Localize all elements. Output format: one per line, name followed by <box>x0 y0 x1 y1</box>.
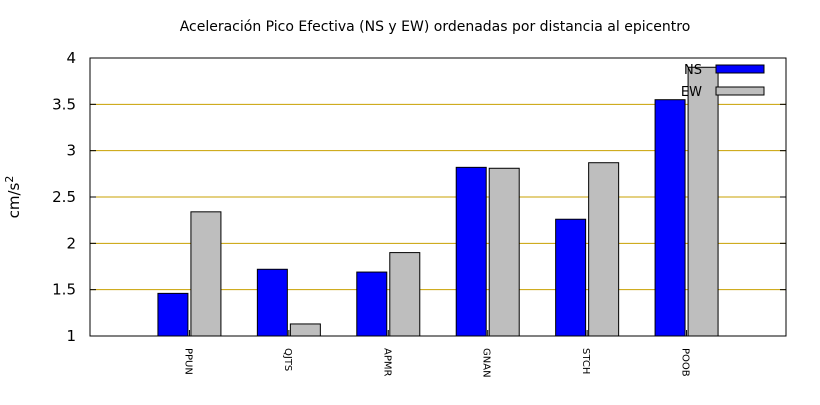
x-category-label: POOB <box>680 348 691 377</box>
y-tick-label: 3.5 <box>52 95 76 113</box>
bar-ns-apmr <box>356 271 388 337</box>
legend-swatch-ns <box>715 64 765 74</box>
legend-swatch-ew <box>715 86 765 96</box>
bar-ns-qjts <box>256 268 288 337</box>
bar-ns-poob <box>654 99 686 337</box>
y-tick-label: 3 <box>66 142 76 160</box>
legend-label-ew: EW <box>681 85 702 100</box>
y-axis-ticks: 1 1.5 2 2.5 3 3.5 4 <box>52 49 786 345</box>
legend-label-ns: NS <box>684 63 702 78</box>
bar-ns-ppun <box>157 292 189 337</box>
y-tick-label: 2 <box>66 234 76 252</box>
bar-ew-qjts <box>289 323 321 337</box>
x-category-label: STCH <box>580 348 591 374</box>
x-axis-category-labels: PPUN QJTS APMR GNAN STCH POOB <box>182 348 690 378</box>
bar-ew-poob <box>687 66 719 337</box>
chart-title: Aceleración Pico Efectiva (NS y EW) orde… <box>180 19 691 35</box>
y-axis-label-superscript: 2 <box>3 176 16 183</box>
y-tick-label: 1 <box>66 327 76 345</box>
bar-ew-apmr <box>389 252 421 337</box>
bar-ew-stch <box>588 162 620 337</box>
y-tick-label: 4 <box>66 49 76 67</box>
y-tick-label: 2.5 <box>52 188 76 206</box>
bar-ns-stch <box>555 218 587 337</box>
y-tick-label: 1.5 <box>52 281 76 299</box>
x-category-label: APMR <box>381 348 392 376</box>
x-category-label: QJTS <box>282 348 293 371</box>
bars <box>157 66 719 337</box>
x-category-label: GNAN <box>481 348 492 378</box>
bar-ew-ppun <box>190 211 222 337</box>
x-category-label: PPUN <box>182 348 193 375</box>
bar-ns-gnan <box>455 166 487 337</box>
y-axis-label: cm/s2 <box>3 176 23 219</box>
bar-ew-gnan <box>488 167 520 337</box>
legend: NS EW <box>681 63 765 100</box>
y-axis-label-text: cm/s <box>5 182 23 218</box>
